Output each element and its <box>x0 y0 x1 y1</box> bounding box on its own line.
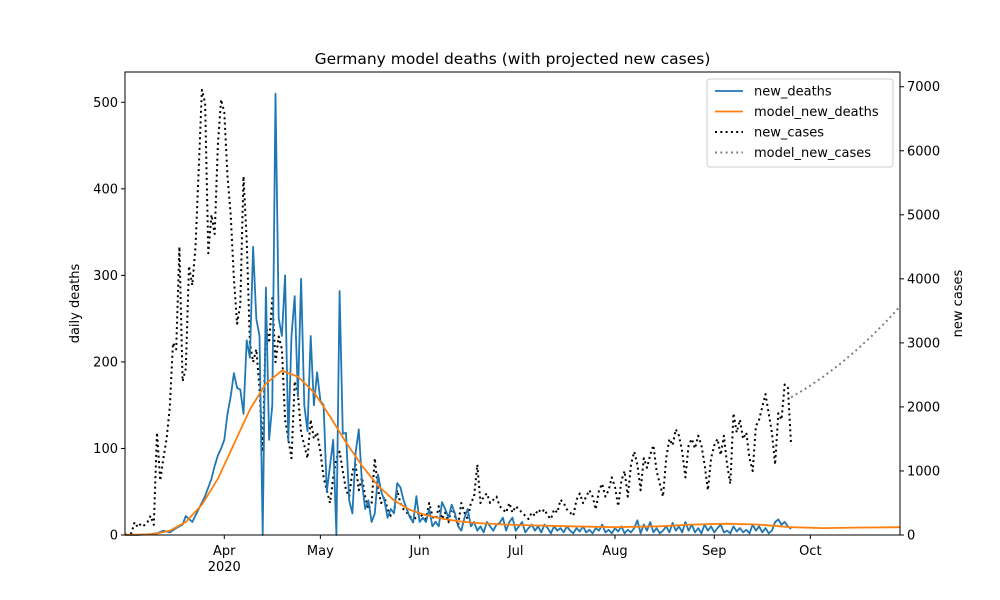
y2-tick-label: 7000 <box>907 80 940 95</box>
legend-label-model-new-deaths: model_new_deaths <box>754 105 879 120</box>
y-axis-left: 0 100 200 300 400 500 <box>93 96 125 544</box>
x-tick-label: Oct <box>799 544 821 559</box>
y2-tick-label: 1000 <box>907 464 940 479</box>
y2-tick-label: 2000 <box>907 400 940 415</box>
x-tick-label: Apr <box>213 544 236 559</box>
x-tick-label: Jul <box>507 544 524 559</box>
legend: new_deaths model_new_deaths new_casesmodel… <box>706 78 894 168</box>
legend-label-new-deaths: new_deaths <box>754 85 832 100</box>
y2-tick-label: 0 <box>907 529 915 544</box>
y-tick-label: 100 <box>93 442 118 457</box>
y2-tick-label: 5000 <box>907 208 940 223</box>
x-tick-label: Jun <box>408 544 429 559</box>
series-new-cases-line <box>124 88 793 536</box>
x-tick-sublabel: 2020 <box>208 560 241 575</box>
y2-tick-label: 6000 <box>907 144 940 159</box>
chart-title: Germany model deaths (with projected new… <box>315 50 711 68</box>
legend-box <box>706 78 894 168</box>
series-layer <box>124 88 901 536</box>
legend-label-model-new-cases: model_new_cases <box>754 146 871 161</box>
y-tick-label: 0 <box>110 529 118 544</box>
series-model-new-deaths-line <box>124 369 901 536</box>
x-tick-label: Sep <box>702 544 727 559</box>
y-axis-left-label: daily deaths <box>68 263 83 343</box>
y-tick-label: 400 <box>93 182 118 197</box>
series-new-deaths-line <box>125 92 792 536</box>
plot-frame <box>124 71 901 536</box>
y2-tick-label: 3000 <box>907 336 940 351</box>
y2-tick-label: 4000 <box>907 272 940 287</box>
y-tick-label: 200 <box>93 355 118 370</box>
series-model-new-cases-line <box>790 305 901 399</box>
y-tick-label: 500 <box>93 96 118 111</box>
y-tick-label: 300 <box>93 269 118 284</box>
x-tick-label: May <box>307 544 334 559</box>
y-axis-right-label: new cases <box>951 269 966 337</box>
x-tick-label: Aug <box>602 544 627 559</box>
legend-label-new-cases: new_cases <box>754 126 824 141</box>
y-axis-right: 0 1000 2000 3000 4000 5000 6000 7000 <box>900 80 940 544</box>
